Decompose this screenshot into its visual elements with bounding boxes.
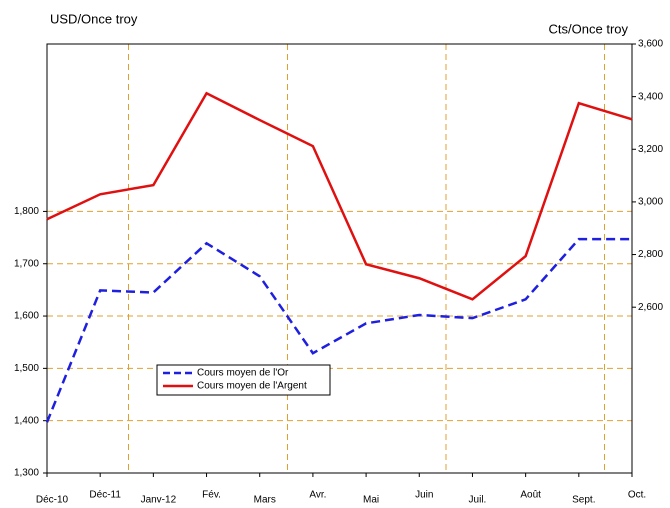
legend-label: Cours moyen de l'Or <box>197 368 289 379</box>
y2-tick-label: 3,400 <box>638 91 663 102</box>
legend-box <box>156 364 331 396</box>
y-tick-label: 1,700 <box>14 258 39 269</box>
y2-axis-title: Cts/Once troy <box>549 21 629 36</box>
series-line <box>46 91 633 301</box>
y-tick-label: 1,800 <box>14 206 39 217</box>
y2-tick-label: 3,000 <box>638 197 663 208</box>
y-axis-title: USD/Once troy <box>50 11 138 26</box>
x-tick-label: Avr. <box>309 490 326 501</box>
x-tick-label: Oct. <box>628 490 646 501</box>
plot-frame <box>46 43 633 474</box>
x-tick-label: Mars <box>254 495 276 506</box>
y-tick-label: 1,500 <box>14 363 39 374</box>
y2-tick-label: 2,600 <box>638 302 663 313</box>
legend-label: Cours moyen de l'Argent <box>197 381 307 392</box>
x-tick-label: Juin <box>415 490 433 501</box>
x-tick-label: Sept. <box>572 495 595 506</box>
x-tick-label: Mai <box>363 495 379 506</box>
y2-tick-label: 3,200 <box>638 144 663 155</box>
period-separators <box>128 44 605 473</box>
x-tick-label: Janv-12 <box>141 495 177 506</box>
y2-tick-label: 3,600 <box>638 39 663 50</box>
y-tick-label: 1,300 <box>14 468 39 479</box>
x-tick-label: Déc-10 <box>36 495 69 506</box>
x-tick-label: Fév. <box>202 490 221 501</box>
x-tick-label: Juil. <box>469 495 487 506</box>
x-tick-label: Déc-11 <box>89 490 121 501</box>
x-tick-label: Août <box>520 490 541 501</box>
series-line <box>45 237 632 423</box>
y-tick-label: 1,400 <box>14 415 39 426</box>
y-tick-label: 1,600 <box>14 311 39 322</box>
y2-tick-label: 2,800 <box>638 249 663 260</box>
